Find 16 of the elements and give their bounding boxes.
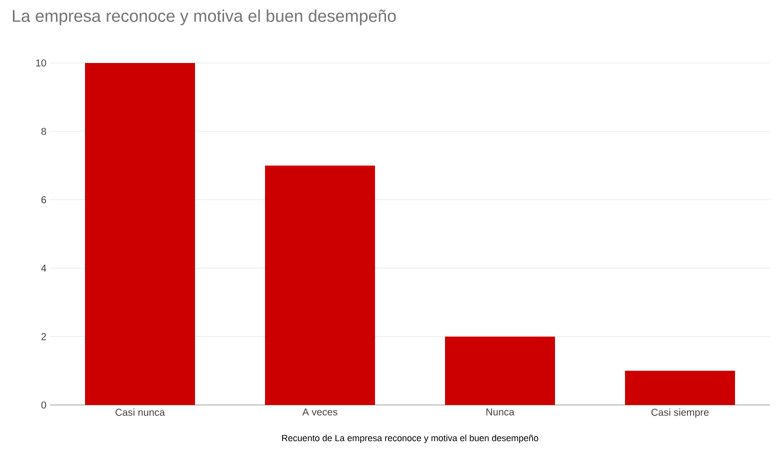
bar	[445, 336, 556, 405]
bar	[625, 370, 736, 405]
y-tick-label: 8	[41, 128, 46, 135]
bar	[265, 166, 376, 405]
y-tick-label: 6	[41, 196, 46, 204]
y-tick-label: 0	[41, 401, 46, 409]
x-tick-label: Casi nunca	[116, 408, 165, 416]
x-tick-label: Nunca	[486, 408, 514, 416]
chart-title: La empresa reconoce y motiva el buen desempeño	[12, 10, 396, 26]
y-tick-label: 2	[41, 333, 46, 340]
x-axis-title: Recuento de La empresa reconoce y motiva el buen desempeño	[282, 434, 538, 443]
y-tick-label: 4	[41, 264, 46, 272]
y-tick-label: 10	[36, 59, 46, 67]
bar	[85, 62, 196, 405]
x-tick-label: A veces	[302, 408, 338, 416]
x-tick-label: Casi siempre	[651, 408, 709, 418]
